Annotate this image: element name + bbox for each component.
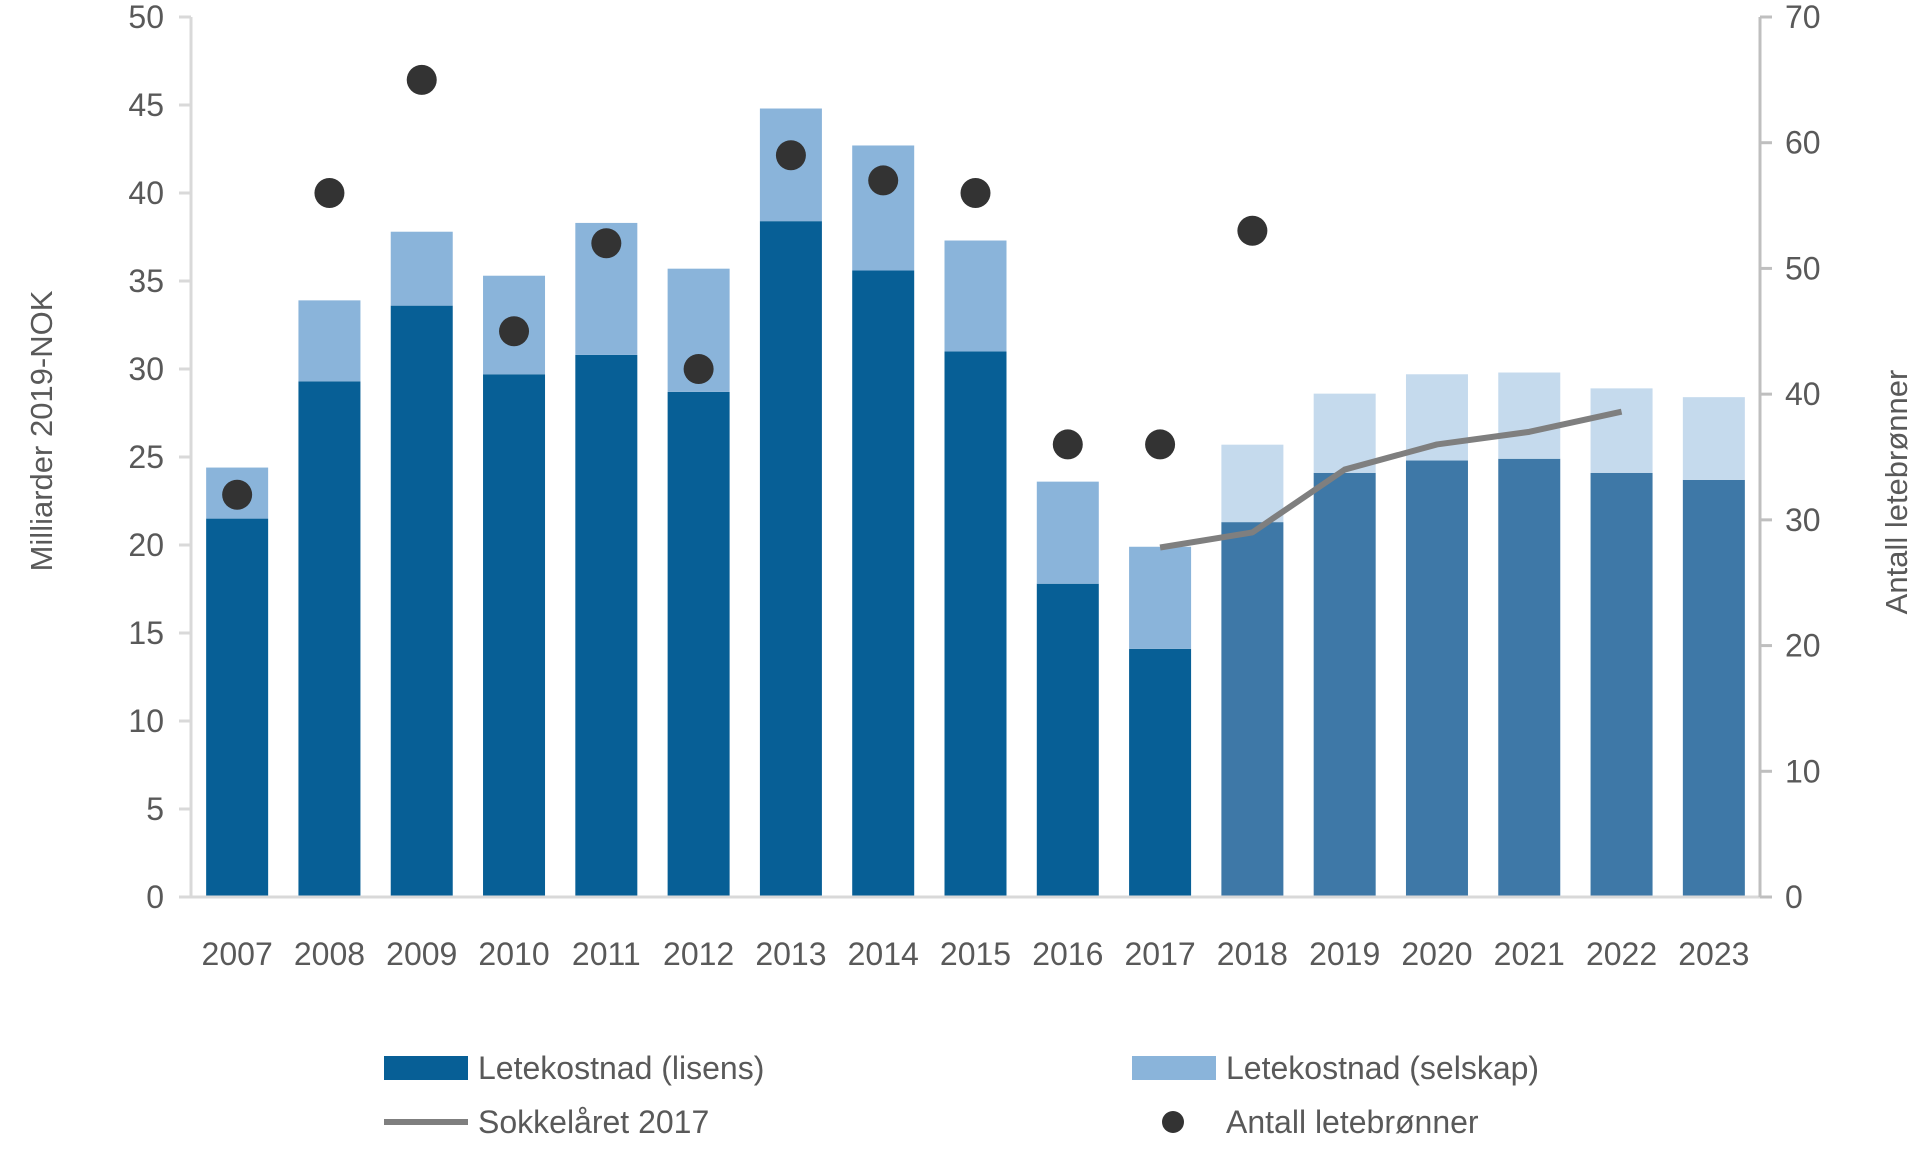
legend-label-selskap: Letekostnad (selskap)	[1226, 1050, 1539, 1086]
x-tick-label: 2012	[663, 936, 734, 972]
point-letebronner-2007	[222, 479, 253, 510]
point-letebronner-2015	[960, 178, 991, 208]
y2-tick-label: 30	[1785, 502, 1821, 538]
line-sokkelaret-2017	[1159, 408, 1623, 551]
bar-selskap-2015	[944, 240, 1007, 352]
y-tick-label: 35	[128, 263, 164, 299]
x-tick-label: 2011	[572, 936, 641, 972]
bar-lisens-2023	[1682, 479, 1745, 897]
point-letebronner-2017	[1145, 429, 1176, 460]
bar-lisens-2021	[1498, 458, 1561, 897]
x-tick-label: 2010	[478, 936, 549, 972]
overlay-layer	[222, 64, 1623, 551]
x-tick-label: 2021	[1494, 936, 1565, 972]
point-letebronner-2013	[775, 140, 806, 171]
point-letebronner-2009	[406, 64, 437, 95]
bar-lisens-2022	[1590, 472, 1653, 897]
x-tick-label: 2022	[1586, 936, 1657, 972]
bars-layer	[206, 108, 1745, 897]
y2-tick-label: 70	[1785, 0, 1821, 35]
legend-swatch-letebronner	[1162, 1111, 1184, 1133]
y-tick-label: 45	[128, 87, 164, 123]
y2-tick-label: 40	[1785, 376, 1821, 412]
bar-selskap-2023	[1682, 397, 1745, 480]
y2-axis-title: Antall letebrønner	[1879, 370, 1914, 615]
point-letebronner-2012	[683, 354, 714, 384]
bar-selskap-2009	[390, 231, 453, 306]
bar-lisens-2010	[483, 374, 546, 897]
y-tick-label: 30	[128, 351, 164, 387]
legend-label-sokkelaret: Sokkelåret 2017	[478, 1104, 709, 1140]
bar-lisens-2015	[944, 351, 1007, 897]
point-letebronner-2014	[868, 165, 899, 196]
bar-selskap-2008	[298, 300, 361, 382]
legend-label-letebronner: Antall letebrønner	[1226, 1104, 1479, 1140]
bar-lisens-2013	[759, 221, 822, 897]
bar-lisens-2018	[1221, 522, 1284, 897]
y-axis-title: Milliarder 2019-NOK	[24, 290, 59, 571]
x-tick-label: 2014	[848, 936, 919, 972]
x-tick-label: 2007	[202, 936, 273, 972]
y2-tick-label: 0	[1785, 879, 1803, 915]
point-letebronner-2010	[499, 316, 530, 347]
legend: Letekostnad (lisens) Letekostnad (selska…	[384, 1050, 1539, 1140]
legend-swatch-selskap	[1132, 1056, 1216, 1080]
y-tick-label: 50	[128, 0, 164, 35]
point-letebronner-2016	[1052, 429, 1083, 460]
bar-selskap-2019	[1313, 393, 1376, 473]
bar-selskap-2016	[1036, 481, 1099, 584]
bar-lisens-2019	[1313, 472, 1376, 897]
legend-swatch-lisens	[384, 1056, 468, 1080]
y2-tick-label: 60	[1785, 125, 1821, 161]
x-tick-label: 2016	[1032, 936, 1103, 972]
y-tick-label: 10	[128, 703, 164, 739]
bar-lisens-2011	[575, 354, 638, 897]
y-tick-label: 25	[128, 439, 164, 475]
x-tick-label: 2018	[1217, 936, 1288, 972]
bar-selskap-2017	[1129, 546, 1192, 649]
bar-lisens-2016	[1036, 583, 1099, 897]
bar-lisens-2014	[852, 270, 915, 897]
x-tick-label: 2008	[294, 936, 365, 972]
y2-tick-label: 50	[1785, 250, 1821, 286]
x-tick-label: 2013	[755, 936, 826, 972]
y-tick-label: 15	[128, 615, 164, 651]
bar-selskap-2021	[1498, 372, 1561, 459]
x-tick-label: 2023	[1678, 936, 1749, 972]
point-letebronner-2008	[314, 178, 345, 208]
bar-lisens-2007	[206, 518, 269, 897]
bar-lisens-2009	[390, 305, 453, 897]
y-tick-label: 5	[146, 791, 164, 827]
y2-tick-label: 20	[1785, 628, 1821, 664]
bar-lisens-2012	[667, 391, 730, 897]
bar-lisens-2008	[298, 381, 361, 897]
bar-selskap-2022	[1590, 388, 1653, 473]
y-tick-label: 40	[128, 175, 164, 211]
bar-lisens-2017	[1129, 648, 1192, 897]
point-letebronner-2011	[591, 228, 622, 259]
y2-tick-label: 10	[1785, 753, 1821, 789]
bar-selskap-2018	[1221, 444, 1284, 523]
y-tick-label: 0	[146, 879, 164, 915]
x-tick-label: 2020	[1401, 936, 1472, 972]
x-tick-label: 2015	[940, 936, 1011, 972]
x-tick-label: 2019	[1309, 936, 1380, 972]
legend-label-lisens: Letekostnad (lisens)	[478, 1050, 764, 1086]
y-tick-label: 20	[128, 527, 164, 563]
axes-layer: 2007 2008 2009 2010 2011 2012 2013 2014 2015 2016…	[128, 0, 1820, 972]
bar-lisens-2020	[1405, 460, 1468, 897]
x-tick-label: 2009	[386, 936, 457, 972]
bar-selskap-2014	[852, 145, 915, 271]
point-letebronner-2018	[1237, 215, 1268, 246]
x-tick-label: 2017	[1124, 936, 1195, 972]
